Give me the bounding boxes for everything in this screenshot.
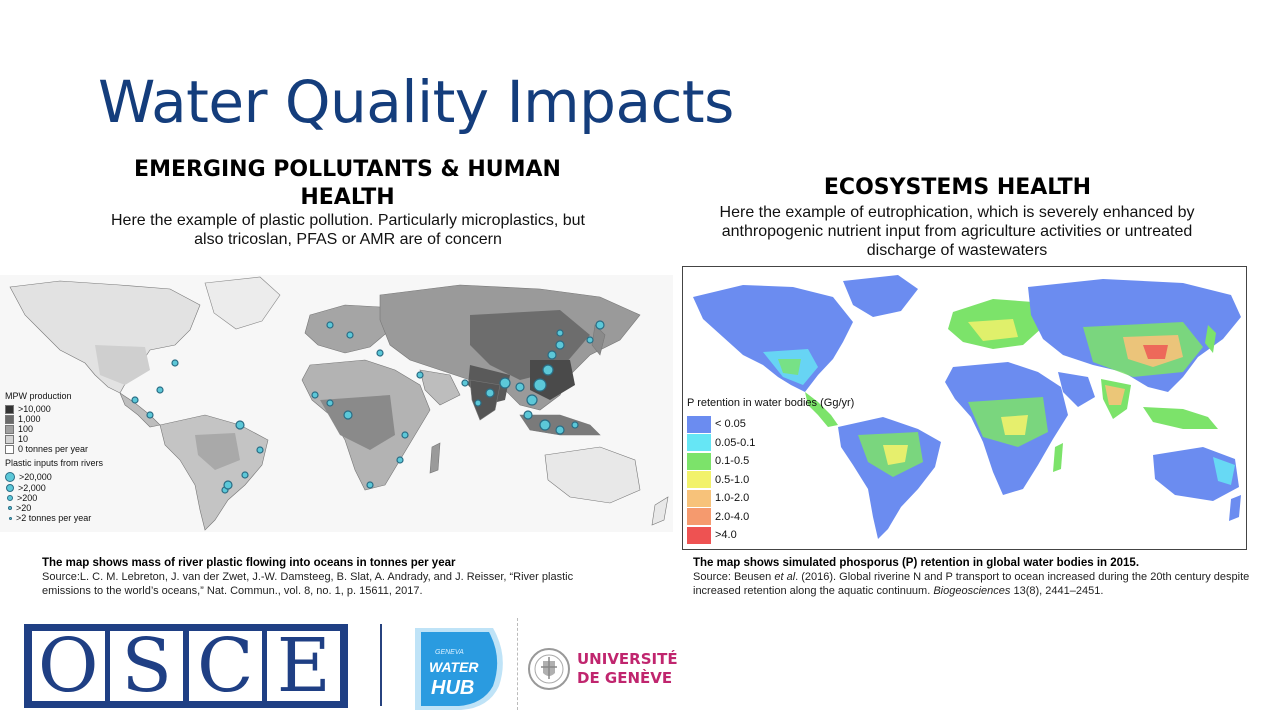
legend-swatch bbox=[687, 415, 711, 433]
geneva-water-hub-logo: GENEVA WATER HUB bbox=[413, 626, 509, 710]
osce-letter: S bbox=[110, 631, 184, 701]
water-hub-drop-icon: GENEVA WATER HUB bbox=[415, 628, 503, 710]
legend-row-production: 10 bbox=[5, 434, 103, 444]
legend-row-inputs: >20 bbox=[5, 503, 103, 513]
unige-line-2: DE GENÈVE bbox=[577, 669, 673, 687]
slide-title: Water Quality Impacts bbox=[98, 68, 734, 136]
legend-label: >10,000 bbox=[18, 404, 51, 414]
legend-row-production: 0 tonnes per year bbox=[5, 444, 103, 454]
source-text: 13(8), 2441–2451. bbox=[1013, 585, 1104, 597]
phosphorus-legend: P retention in water bodies (Gg/yr) < 0.… bbox=[687, 397, 854, 545]
osce-letter: E bbox=[267, 631, 341, 701]
left-description: Here the example of plastic pollution. P… bbox=[111, 212, 585, 248]
legend-label: 0.5-1.0 bbox=[715, 473, 750, 486]
left-caption-source: Source:L. C. M. Lebreton, J. van der Zwe… bbox=[42, 571, 574, 597]
legend-swatch bbox=[687, 489, 711, 507]
left-heading: EMERGING POLLUTANTS & HUMAN HEALTH bbox=[134, 157, 561, 210]
legend-swatch bbox=[5, 434, 14, 444]
osce-letter: O bbox=[31, 631, 105, 701]
legend-label: 0 tonnes per year bbox=[18, 444, 89, 454]
legend-label: 2.0-4.0 bbox=[715, 510, 750, 523]
legend-swatch bbox=[687, 434, 711, 452]
right-description: Here the example of eutrophication, whic… bbox=[719, 204, 1195, 259]
legend-swatch bbox=[5, 424, 14, 434]
unige-seal-icon bbox=[528, 648, 570, 690]
legend-swatch bbox=[5, 404, 14, 414]
legend-row-retention: < 0.05 bbox=[687, 415, 854, 434]
source-text: Source: Beusen bbox=[693, 571, 772, 583]
legend-row-retention: 1.0-2.0 bbox=[687, 489, 854, 508]
universite-de-geneve-logo: UNIVERSITÉ DE GENÈVE bbox=[527, 647, 678, 691]
source-journal: Biogeosciences bbox=[933, 585, 1011, 597]
legend-label: 0.05-0.1 bbox=[715, 436, 756, 449]
legend-swatch bbox=[687, 508, 711, 526]
legend-swatch bbox=[687, 471, 711, 489]
osce-letter: C bbox=[188, 631, 262, 701]
plastic-legend: MPW production >10,000 1,000 100 10 0 to… bbox=[5, 391, 103, 523]
legend-title-retention: P retention in water bodies (Gg/yr) bbox=[687, 397, 855, 409]
legend-title-inputs: Plastic inputs from rivers bbox=[5, 458, 104, 468]
logo-divider bbox=[380, 624, 382, 706]
right-heading: ECOSYSTEMS HEALTH bbox=[823, 175, 1092, 200]
legend-label: >2 tonnes per year bbox=[16, 513, 92, 523]
legend-swatch bbox=[5, 414, 14, 424]
legend-dot bbox=[8, 506, 12, 510]
legend-label: 10 bbox=[18, 434, 29, 444]
legend-row-retention: 0.1-0.5 bbox=[687, 452, 854, 471]
legend-label: 1,000 bbox=[18, 414, 41, 424]
right-caption-title: The map shows simulated phosporus (P) re… bbox=[693, 557, 1140, 569]
legend-row-production: 1,000 bbox=[5, 414, 103, 424]
waterhub-mid-text: WATER bbox=[429, 659, 479, 675]
legend-label: >2,000 bbox=[18, 483, 46, 493]
legend-row-retention: 0.5-1.0 bbox=[687, 471, 854, 490]
phosphorus-world-map-image bbox=[683, 267, 1246, 549]
legend-row-inputs: >200 bbox=[5, 493, 103, 503]
legend-dot bbox=[6, 484, 14, 492]
legend-row-retention: >4.0 bbox=[687, 526, 854, 545]
legend-label: >200 bbox=[17, 493, 38, 503]
plastic-map: MPW production >10,000 1,000 100 10 0 to… bbox=[0, 275, 673, 532]
logo-divider-dashed bbox=[517, 618, 518, 710]
legend-swatch bbox=[687, 526, 711, 544]
left-caption: The map shows mass of river plastic flow… bbox=[42, 556, 612, 598]
legend-label: < 0.05 bbox=[715, 418, 746, 431]
legend-row-inputs: >20,000 bbox=[5, 471, 103, 483]
legend-label: 1.0-2.0 bbox=[715, 492, 750, 505]
plastic-world-map-image bbox=[0, 275, 673, 532]
right-caption: The map shows simulated phosporus (P) re… bbox=[693, 556, 1253, 598]
legend-dot bbox=[5, 472, 15, 482]
legend-row-production: >10,000 bbox=[5, 404, 103, 414]
right-caption-source: Source: Beusen et al. (2016). Global riv… bbox=[693, 570, 1253, 598]
legend-row-retention: 2.0-4.0 bbox=[687, 508, 854, 527]
waterhub-bottom-text: HUB bbox=[431, 677, 474, 699]
legend-title-production: MPW production bbox=[5, 391, 72, 401]
unige-wordmark: UNIVERSITÉ DE GENÈVE bbox=[577, 650, 678, 688]
legend-dot bbox=[7, 495, 13, 501]
legend-row-retention: 0.05-0.1 bbox=[687, 434, 854, 453]
waterhub-top-text: GENEVA bbox=[435, 649, 464, 656]
legend-dot bbox=[9, 516, 12, 520]
osce-logo: O S C E bbox=[24, 624, 348, 708]
legend-label: 100 bbox=[18, 424, 34, 434]
source-et-al: et al bbox=[774, 571, 796, 583]
legend-label: 0.1-0.5 bbox=[715, 455, 750, 468]
legend-label: >20,000 bbox=[19, 472, 52, 482]
legend-swatch bbox=[5, 444, 14, 454]
unige-line-1: UNIVERSITÉ bbox=[577, 650, 678, 668]
legend-row-production: 100 bbox=[5, 424, 103, 434]
legend-swatch bbox=[687, 452, 711, 470]
legend-row-inputs: >2 tonnes per year bbox=[5, 513, 103, 523]
legend-label: >20 bbox=[16, 503, 32, 513]
source-text: . (2016). Global riverine N and P transp… bbox=[693, 571, 1250, 597]
legend-label: >4.0 bbox=[715, 529, 737, 542]
left-caption-title: The map shows mass of river plastic flow… bbox=[42, 557, 456, 569]
phosphorus-map: P retention in water bodies (Gg/yr) < 0.… bbox=[682, 266, 1247, 550]
legend-row-inputs: >2,000 bbox=[5, 483, 103, 493]
